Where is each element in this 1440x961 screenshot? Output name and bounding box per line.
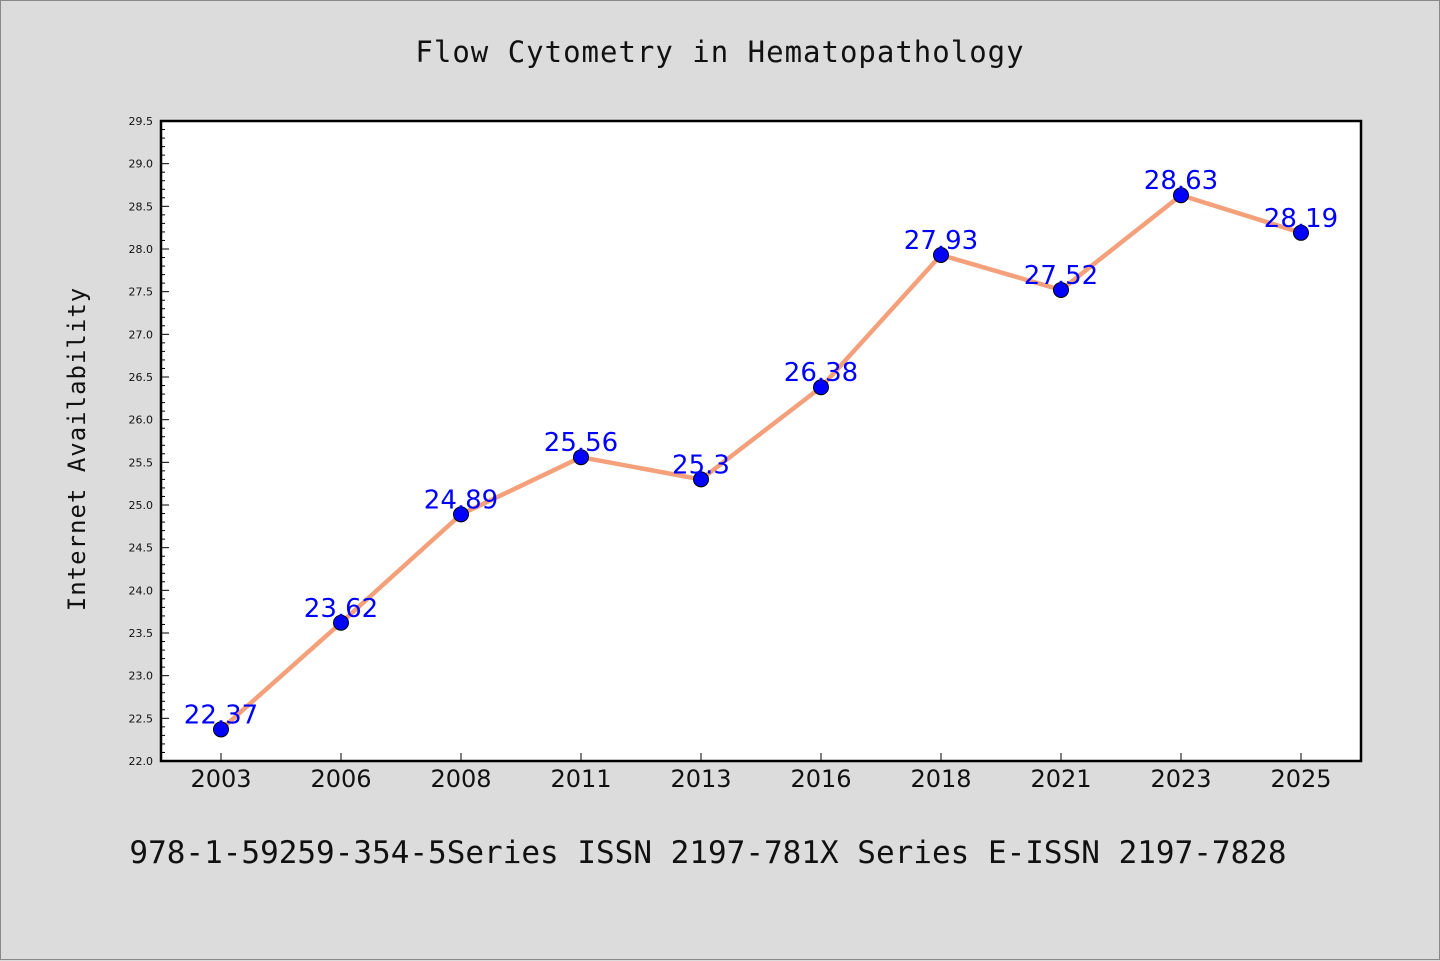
footer-isbn-text: 978-1-59259-354-5Series ISSN 2197-781X S… (129, 835, 1287, 871)
data-label: 25.3 (672, 450, 730, 480)
data-point (933, 246, 949, 263)
y-tick-label: 24.5 (129, 542, 154, 555)
y-axis-label: Internet Availability (63, 287, 91, 611)
y-tick-label: 26.0 (129, 414, 154, 427)
data-label: 27.93 (904, 226, 978, 256)
x-tick-label: 2013 (670, 765, 731, 793)
y-tick-label: 23.0 (129, 670, 154, 683)
data-point (813, 379, 829, 396)
x-tick-label: 2018 (910, 765, 971, 793)
data-point (213, 721, 229, 738)
data-point (693, 471, 709, 488)
x-tick-label: 2016 (790, 765, 851, 793)
series-group: 22.37 23.62 24.89 25.56 25.3 26.38 27.93 27.52 2… (184, 166, 1338, 738)
data-label: 26.38 (784, 358, 858, 388)
data-label: 28.19 (1264, 204, 1338, 234)
data-point (1053, 281, 1069, 298)
y-tick-label: 29.5 (129, 115, 154, 128)
y-tick-label: 29.0 (129, 158, 154, 171)
x-tick-label: 2023 (1150, 765, 1211, 793)
data-label: 27.52 (1024, 261, 1098, 291)
series-line (218, 192, 1304, 732)
y-tick-label: 27.0 (129, 328, 154, 341)
data-label: 24.89 (424, 485, 498, 515)
y-tick-label: 25.5 (129, 456, 154, 469)
y-tick-label: 24.0 (129, 584, 154, 597)
x-axis: 2003 2006 2008 2011 2013 2016 2018 2021 2023 2025 (190, 753, 1332, 793)
x-tick-label: 2008 (430, 765, 491, 793)
x-tick-label: 2006 (310, 765, 371, 793)
x-tick-label: 2011 (550, 765, 611, 793)
y-tick-label: 22.5 (129, 712, 154, 725)
data-label: 23.62 (304, 594, 378, 624)
x-tick-label: 2025 (1270, 765, 1331, 793)
data-point (1293, 224, 1309, 241)
chart-title: Flow Cytometry in Hematopathology (415, 35, 1025, 69)
data-label: 22.37 (184, 700, 258, 730)
y-axis: 22.0 22.5 23.0 23.5 24.0 24.5 25.0 25.5 26.0 26.5… (129, 115, 169, 768)
data-point (333, 614, 349, 631)
data-point (573, 449, 589, 466)
y-tick-label: 28.0 (129, 243, 154, 256)
data-point (453, 506, 469, 523)
plot-area (159, 119, 1363, 763)
data-point (1173, 187, 1189, 204)
data-label: 28.63 (1144, 166, 1218, 196)
y-tick-label: 22.0 (129, 755, 154, 768)
y-tick-label: 25.0 (129, 499, 154, 512)
y-tick-label: 26.5 (129, 371, 154, 384)
y-tick-label: 27.5 (129, 286, 154, 299)
x-tick-label: 2003 (190, 765, 251, 793)
data-label: 25.56 (544, 428, 618, 458)
y-tick-label: 28.5 (129, 200, 154, 213)
x-tick-label: 2021 (1030, 765, 1091, 793)
y-tick-label: 23.5 (129, 627, 154, 640)
